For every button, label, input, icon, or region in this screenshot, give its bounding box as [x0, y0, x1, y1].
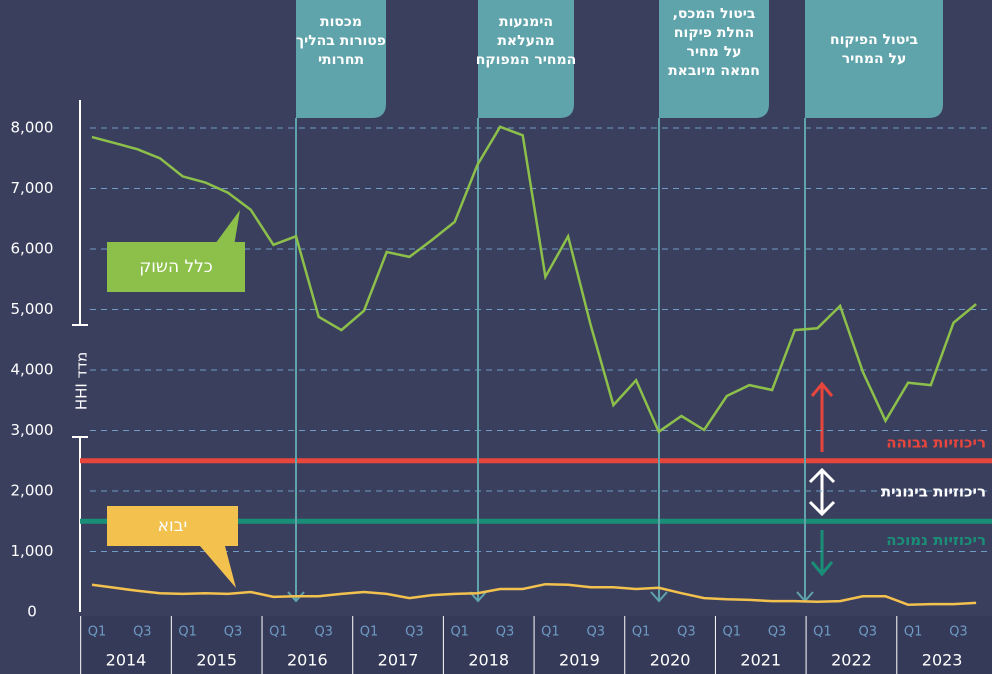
x-tick-label: Q1	[360, 625, 379, 640]
y-tick-label: 5,000	[11, 300, 54, 318]
series-line	[91, 125, 977, 434]
x-axis-band	[80, 616, 992, 674]
threshold-label: ריכוזיות נמוכה	[886, 531, 986, 549]
x-tick-label: Q1	[904, 625, 923, 640]
annotation-arrow	[469, 591, 487, 603]
annotation-arrow	[287, 591, 305, 603]
year-label: 2014	[106, 651, 147, 670]
x-tick-label: Q1	[269, 625, 288, 640]
year-label: 2016	[287, 651, 328, 670]
x-tick-label: Q3	[677, 625, 696, 640]
year-label: 2019	[559, 651, 600, 670]
middle-label: ריכוזיות בינונית	[881, 483, 986, 501]
x-tick-label: Q3	[586, 625, 605, 640]
annotation-box	[478, 0, 574, 118]
year-label: 2015	[196, 651, 237, 670]
annotation-box	[659, 0, 769, 118]
x-tick-label: Q3	[496, 625, 515, 640]
y-tick-label: 6,000	[11, 240, 54, 258]
annotation-text: על המחיר	[842, 51, 907, 67]
x-tick-label: Q3	[314, 625, 333, 640]
legend-box	[107, 506, 238, 546]
x-tick-label: Q3	[405, 625, 424, 640]
y-tick-label: 0	[27, 603, 37, 621]
annotation-text: הימנעות	[499, 14, 553, 30]
year-label: 2021	[740, 651, 781, 670]
legend-label: כלל השוק	[139, 257, 213, 277]
annotation-box	[805, 0, 943, 118]
arrow-up	[810, 381, 834, 452]
year-label: 2018	[468, 651, 509, 670]
year-label: 2023	[922, 651, 963, 670]
series-line	[91, 582, 977, 606]
annotation-text: תחרותי	[318, 52, 364, 68]
legend-pointer	[200, 546, 236, 588]
x-tick-label: Q1	[723, 625, 742, 640]
annotation-text: החלת פיקוח	[674, 25, 754, 41]
annotation-text: מהעלאת	[497, 33, 554, 49]
x-tick-label: Q3	[133, 625, 152, 640]
annotation-text: פטורות בהליך	[296, 33, 386, 49]
annotation-text: חמאה מיובאת	[668, 63, 760, 79]
y-tick-label: 1,000	[11, 542, 54, 560]
x-tick-label: Q3	[859, 625, 878, 640]
x-tick-label: Q3	[768, 625, 787, 640]
annotation-text: ביטול הפיקוח	[830, 32, 918, 48]
legend-box	[107, 242, 245, 292]
arrow-both	[808, 467, 836, 517]
year-label: 2022	[831, 651, 872, 670]
threshold-label: ריכוזיות גבוהה	[886, 433, 986, 451]
x-tick-label: Q1	[88, 625, 107, 640]
legend-label: יבוא	[158, 516, 188, 536]
y-tick-label: 8,000	[11, 119, 54, 137]
annotation-text: מכסות	[320, 14, 362, 30]
y-tick-label: 2,000	[11, 482, 54, 500]
x-tick-label: Q1	[813, 625, 832, 640]
y-tick-label: 7,000	[11, 179, 54, 197]
x-tick-label: Q3	[949, 625, 968, 640]
x-tick-label: Q1	[632, 625, 651, 640]
annotation-text: על מחיר	[687, 44, 742, 60]
y-tick-label: 4,000	[11, 361, 54, 379]
x-tick-label: Q1	[541, 625, 560, 640]
year-label: 2017	[378, 651, 419, 670]
annotation-text: המחיר המפוקח	[476, 52, 576, 68]
x-tick-label: Q3	[224, 625, 243, 640]
x-tick-label: Q1	[450, 625, 469, 640]
annotation-text: ביטול המכס,	[673, 6, 756, 22]
x-tick-label: Q1	[178, 625, 197, 640]
y-tick-label: 3,000	[11, 421, 54, 439]
annotation-arrow	[650, 591, 668, 603]
year-label: 2020	[650, 651, 691, 670]
annotation-box	[296, 0, 386, 118]
y-axis-label: מדד HHI	[73, 352, 91, 410]
y-axis	[72, 100, 88, 612]
